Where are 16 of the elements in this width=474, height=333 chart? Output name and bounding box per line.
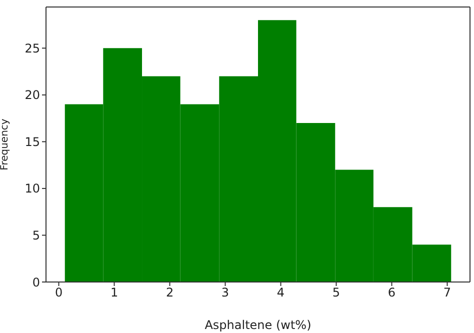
x-tick-label: 6: [388, 286, 396, 300]
y-tick-label: 0: [32, 275, 40, 290]
y-tick-label: 20: [24, 88, 40, 102]
x-tick-label: 7: [443, 286, 452, 300]
x-tick-label: 4: [276, 286, 285, 300]
y-tick-label: 15: [24, 134, 40, 149]
y-axis-title: Frequency: [0, 118, 11, 170]
x-tick-label: 2: [166, 286, 174, 300]
y-tick-label: 5: [32, 228, 40, 242]
x-tick-label: 0: [54, 286, 63, 300]
y-tick-label: 25: [24, 41, 40, 56]
x-axis-title: Asphaltene (wt%): [204, 318, 312, 332]
x-tick-label: 3: [221, 286, 230, 300]
y-tick-label: 10: [24, 182, 40, 196]
x-tick-label: 1: [110, 286, 118, 300]
x-tick-label: 5: [332, 286, 340, 300]
